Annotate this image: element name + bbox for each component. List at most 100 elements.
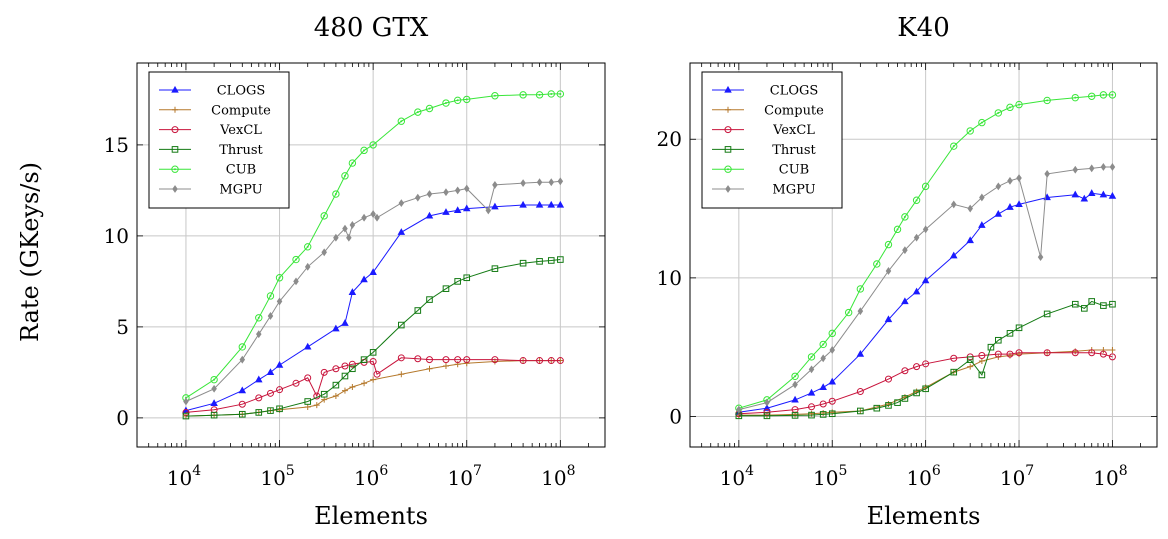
data-point-cub-dot — [896, 228, 899, 231]
data-point-clogs — [1087, 189, 1096, 196]
legend-marker-compute — [172, 106, 178, 113]
data-point-vexcl — [950, 354, 958, 362]
data-point-cub-ring — [547, 90, 555, 98]
data-point-thrust — [414, 307, 422, 314]
data-point-clogs — [763, 404, 771, 411]
chart-title: 480 GTX — [314, 13, 429, 43]
data-point-vexcl — [901, 367, 909, 375]
data-point-cub-dot — [351, 162, 354, 165]
legend-marker-cub-ring — [724, 165, 732, 173]
x-tick-label: 107 — [448, 463, 482, 490]
data-point-cub-ring — [360, 146, 368, 155]
data-point-cub-ring — [893, 225, 902, 234]
series-line-thrust — [738, 300, 1113, 417]
data-point-cub — [414, 108, 422, 116]
data-point-thrust — [1109, 300, 1116, 308]
data-point-cub-dot — [444, 102, 447, 105]
data-point-vexcl — [856, 388, 864, 396]
data-point-clogs — [856, 349, 865, 357]
data-point-thrust — [885, 402, 892, 409]
data-point-clogs — [491, 202, 499, 210]
data-point-mgpu — [426, 190, 433, 198]
data-point-cub-ring — [921, 182, 930, 191]
data-point-cub-dot — [306, 245, 309, 248]
data-point-clogs — [791, 395, 799, 403]
series-line-vexcl — [738, 352, 1113, 415]
data-point-cub-ring — [1043, 96, 1051, 105]
data-point-compute — [820, 410, 827, 417]
data-point-mgpu — [922, 225, 929, 234]
data-point-cub-dot — [363, 149, 366, 152]
data-point-cub-dot — [859, 287, 862, 290]
legend-label-cub: CUB — [779, 163, 809, 178]
data-point-vexcl — [292, 379, 300, 387]
data-point-cub — [360, 146, 368, 155]
data-point-vexcl — [320, 368, 328, 376]
data-point-cub — [884, 240, 893, 249]
chart-k40: K40 Elements 104 105 106 107 108 0 10 20 CLOGS Comp… — [657, 13, 1158, 530]
data-point-cub — [266, 292, 275, 300]
data-point-clogs — [238, 386, 247, 394]
data-point-clogs — [978, 221, 986, 228]
data-point-cub — [893, 225, 902, 234]
data-point-cub — [332, 190, 340, 198]
data-point-thrust — [1081, 305, 1088, 312]
data-point-thrust — [894, 399, 901, 406]
data-point-cub-ring — [1099, 91, 1108, 99]
data-point-compute — [426, 365, 433, 372]
data-point-mgpu — [267, 312, 274, 320]
data-point-vexcl — [922, 360, 930, 368]
data-point-clogs — [912, 287, 921, 295]
data-point-clogs — [442, 208, 450, 215]
x-axis-label: Elements — [867, 502, 981, 530]
data-point-cub — [369, 141, 377, 149]
data-point-cub-ring — [292, 255, 300, 264]
data-point-clogs — [453, 206, 462, 214]
data-point-cub-ring — [856, 285, 865, 293]
data-point-clogs — [255, 375, 263, 383]
legend-marker-mgpu — [172, 185, 178, 193]
data-point-mgpu — [520, 179, 526, 188]
data-point-mgpu — [902, 246, 908, 255]
data-point-vexcl — [819, 400, 827, 408]
data-point-mgpu — [950, 200, 957, 209]
data-point-cub — [901, 213, 909, 221]
data-point-clogs — [921, 276, 930, 284]
data-point-cub — [292, 255, 300, 264]
data-point-compute — [304, 403, 311, 410]
y-tick-label: 10 — [104, 224, 129, 248]
data-point-vexcl — [369, 357, 377, 365]
data-point-cub-ring — [884, 240, 893, 249]
data-point-vexcl — [491, 356, 499, 364]
data-point-cub-ring — [966, 127, 974, 135]
legend-marker-cub-ring — [171, 165, 179, 173]
data-point-compute — [978, 358, 985, 365]
data-point-mgpu — [979, 193, 985, 202]
data-point-thrust — [320, 390, 328, 398]
data-point-mgpu — [764, 398, 770, 407]
data-point-clogs — [275, 360, 284, 368]
data-point-clogs — [1071, 190, 1080, 198]
data-point-vexcl — [913, 363, 921, 371]
x-tick-label: 105 — [813, 463, 847, 490]
data-point-cub-dot — [1074, 96, 1077, 99]
data-point-mgpu — [1037, 253, 1044, 261]
data-point-cub-dot — [493, 94, 496, 97]
data-point-thrust — [426, 296, 433, 303]
data-point-cub — [547, 90, 555, 98]
legend-marker-cub — [171, 165, 179, 173]
series-thrust — [735, 298, 1116, 420]
y-tick-label: 15 — [104, 133, 129, 157]
data-point-clogs — [1108, 191, 1117, 199]
data-point-cub-dot — [559, 92, 562, 95]
data-point-cub — [966, 127, 974, 135]
data-point-mgpu — [1109, 163, 1116, 171]
series-line-clogs — [185, 204, 561, 412]
data-point-mgpu — [304, 262, 311, 271]
data-point-cub-dot — [997, 111, 1000, 114]
data-point-cub-ring — [994, 109, 1003, 117]
series-clogs — [735, 189, 1117, 415]
data-point-cub-ring — [442, 99, 450, 107]
data-point-thrust — [332, 381, 340, 389]
